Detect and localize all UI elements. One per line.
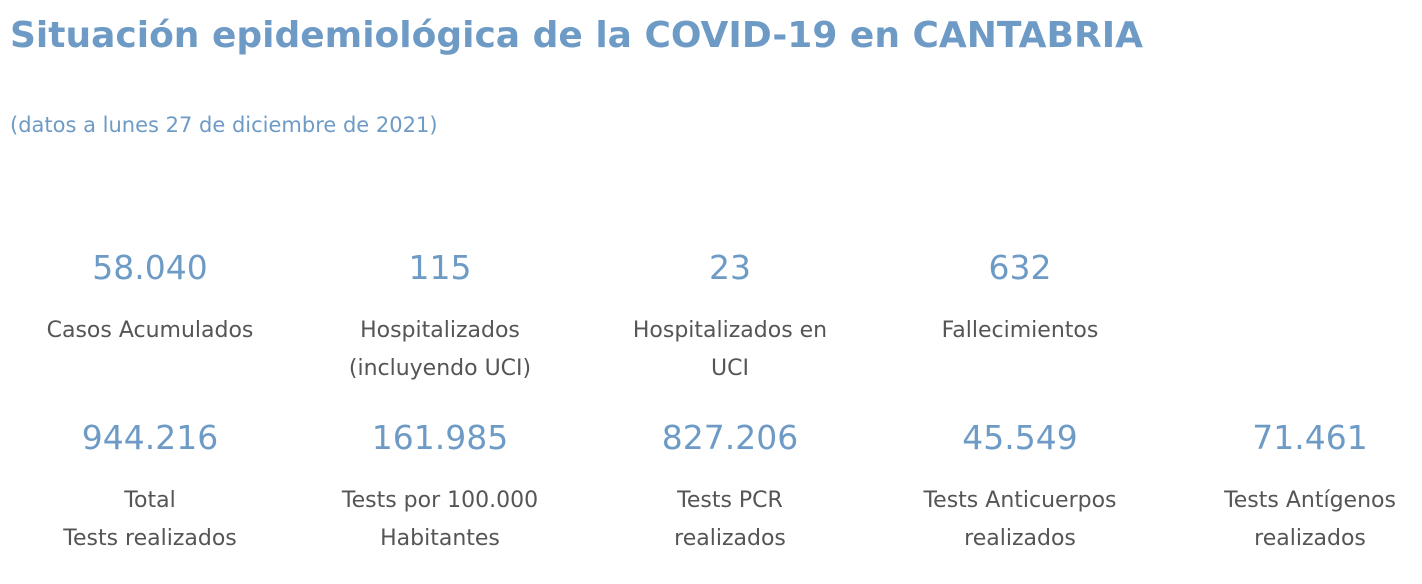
stat-label: Total Tests realizados — [63, 488, 237, 551]
stat-value: 632 — [988, 248, 1052, 287]
date-subtitle: (datos a lunes 27 de diciembre de 2021) — [10, 113, 438, 137]
stat-value: 161.985 — [371, 418, 509, 457]
stat-hospitalizados: 115 Hospitalizados (incluyendo UCI) — [300, 246, 580, 388]
stat-tests-por-100000: 161.985 Tests por 100.000 Habitantes — [300, 416, 580, 558]
stat-label: Hospitalizados (incluyendo UCI) — [348, 318, 532, 381]
stat-fallecimientos: 632 Fallecimientos — [880, 246, 1160, 350]
stat-hospitalizados-uci: 23 Hospitalizados en UCI — [590, 246, 870, 388]
stat-value: 58.040 — [92, 248, 208, 287]
stat-label: Tests PCR realizados — [674, 488, 786, 551]
stat-label: Casos Acumulados — [46, 318, 254, 343]
stat-label: Tests Antígenos realizados — [1224, 488, 1396, 551]
stat-value: 23 — [709, 248, 751, 287]
stat-tests-antigenos: 71.461 Tests Antígenos realizados — [1170, 416, 1422, 558]
page-title: Situación epidemiológica de la COVID-19 … — [10, 15, 1143, 56]
stat-total-tests: 944.216 Total Tests realizados — [10, 416, 290, 558]
stat-value: 71.461 — [1252, 418, 1368, 457]
stat-tests-anticuerpos: 45.549 Tests Anticuerpos realizados — [880, 416, 1160, 558]
stat-tests-pcr: 827.206 Tests PCR realizados — [590, 416, 870, 558]
stat-value: 115 — [408, 248, 472, 287]
stat-value: 827.206 — [661, 418, 799, 457]
stat-casos-acumulados: 58.040 Casos Acumulados — [10, 246, 290, 350]
stat-label: Fallecimientos — [941, 318, 1099, 343]
stat-label: Hospitalizados en UCI — [632, 318, 828, 381]
stat-value: 944.216 — [81, 418, 219, 457]
stat-value: 45.549 — [962, 418, 1078, 457]
stat-label: Tests Anticuerpos realizados — [923, 488, 1117, 551]
stat-label: Tests por 100.000 Habitantes — [341, 488, 539, 551]
